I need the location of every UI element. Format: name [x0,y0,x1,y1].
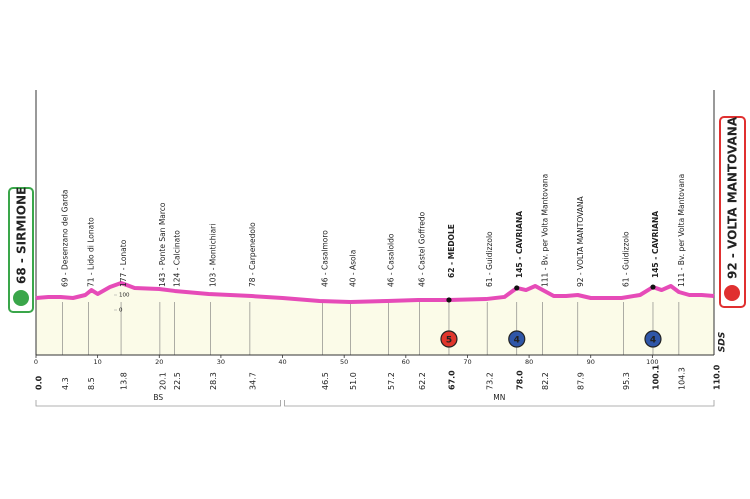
waypoint-label: 61 - Guidizzolo [621,231,630,287]
km-label: 34.7 [248,372,257,390]
waypoint-label: 71 - Lido di Lonato [86,217,95,287]
km-label: 104.3 [677,367,686,390]
x-tick-label: 10 [93,358,101,366]
x-tick-label: 90 [587,358,595,366]
y-tick-label: 0 [119,308,123,314]
waypoint-label: 177 - Lonato [119,239,128,287]
profile-area [36,283,714,355]
finish-label: 92 - VOLTA MANTOVANA [726,116,740,279]
km-label: 95.3 [622,372,631,390]
waypoint-label: 62 - MEDOLE [447,224,456,278]
region-bracket [284,400,715,407]
x-tick-label: 30 [217,358,225,366]
km-label: 78.0 [515,370,524,390]
km-label: 13.8 [120,372,129,390]
km-label: 51.0 [349,372,358,390]
start-icon [13,290,29,306]
km-label: 100.1 [651,364,660,390]
marker-label: 4 [650,336,656,346]
km-label: 0.0 [35,375,44,390]
km-label: 67.0 [447,370,456,390]
km-label: 73.2 [486,372,495,390]
finish-box [719,116,746,308]
waypoint-label: 46 - Casalmoro [321,230,330,287]
finish-icon [724,285,740,301]
marker [644,330,662,348]
x-tick-label: 70 [463,358,471,366]
waypoint-label: 46 - Castel Goffredo [417,211,426,287]
waypoint-dot [650,284,656,290]
km-label: 4.3 [61,377,70,390]
region-bracket [35,400,281,407]
region-label: BS [153,393,163,402]
x-tick-label: 80 [525,358,533,366]
km-label: 28.3 [209,372,218,390]
km-label: 46.5 [321,372,330,390]
waypoint-label: 124 - Calcinato [173,230,182,287]
waypoint-label: 40 - Asola [348,250,357,287]
waypoint-label: 103 - Montichiari [208,224,217,287]
waypoint-label: 92 - VOLTA MANTOVANA [576,195,585,287]
waypoint-label: 111 - Bv. per Volta Mantovana [541,174,550,287]
waypoint-label: 143 - Ponte San Marco [158,202,167,287]
km-label: 22.5 [173,372,182,390]
waypoint-label: 46 - Casaloldo [387,233,396,287]
waypoint-dot [514,285,520,291]
waypoint-label: 69 - Desenzano del Garda [61,190,70,288]
x-tick-label: 60 [402,358,410,366]
km-label: 8.5 [87,377,96,390]
marker-label: 4 [514,336,520,346]
start-label: 68 - SIRMIONE [15,187,29,284]
waypoint-label: 111 - Bv. per Volta Mantovana [677,174,686,287]
km-label: 82.2 [541,372,550,390]
waypoint-label: 145 - CAVRIANA [515,211,524,278]
x-tick-label: 50 [340,358,348,366]
km-label: 57.2 [387,372,396,390]
waypoint-label: 61 - Guidizzolo [485,231,494,287]
y-tick-label: 100 [119,293,130,299]
marker [508,330,526,348]
km-label: 110.0 [713,364,722,390]
x-tick-label: 20 [155,358,163,366]
marker-label: 5 [446,336,452,346]
x-tick-label: 40 [278,358,286,366]
km-label: 20.1 [158,372,167,390]
km-label: 62.2 [418,372,427,390]
waypoint-label: 145 - CAVRIANA [651,211,660,278]
km-label: 87.9 [576,372,585,390]
start-box [8,187,34,313]
waypoint-dot [446,297,452,303]
waypoint-label: 78 - Carpenedolo [248,222,257,287]
region-label: MN [493,393,505,402]
x-tick-label: 0 [34,358,38,366]
x-tick-label: 100 [646,358,658,366]
marker [440,330,458,348]
logo: SDS [718,332,728,352]
